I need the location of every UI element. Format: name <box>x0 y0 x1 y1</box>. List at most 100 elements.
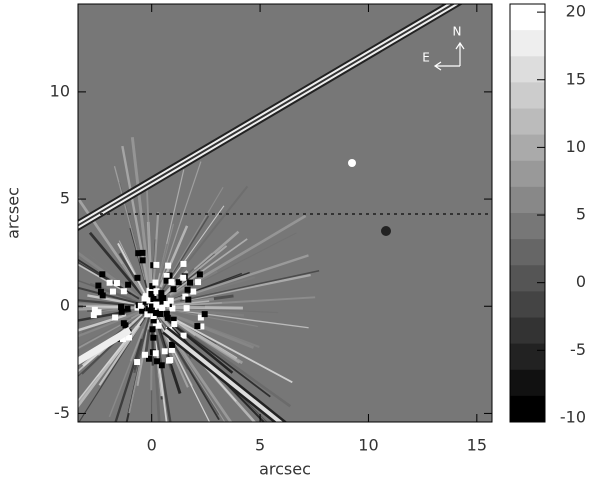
speckle-ray <box>121 145 151 291</box>
speckle <box>170 316 177 323</box>
speckle <box>171 321 178 328</box>
speckle <box>194 323 201 330</box>
speckle-ray <box>163 310 260 348</box>
speckle-ray <box>78 195 148 299</box>
speckle-ray <box>118 252 137 280</box>
speckle-ray <box>78 309 132 322</box>
colorbar-tick-label: 5 <box>576 205 586 224</box>
speckle <box>163 310 170 317</box>
speckle-ray <box>117 242 147 296</box>
speckle <box>168 279 175 286</box>
speckle-ray <box>88 231 145 298</box>
colorbar-band <box>510 108 545 136</box>
colorbar-band <box>510 343 545 371</box>
speckle <box>126 334 133 341</box>
x-tick-label: 15 <box>467 436 487 455</box>
plot-frame <box>77 3 493 423</box>
speckle <box>190 288 197 295</box>
speckle <box>95 282 102 289</box>
colorbar-band <box>510 317 545 345</box>
speckle-ray <box>171 317 293 384</box>
speckle <box>119 336 126 343</box>
speckle-ray <box>166 305 243 310</box>
speckle <box>175 279 182 286</box>
speckle-ray <box>162 329 193 387</box>
speckle <box>147 307 154 314</box>
speckle-ray <box>129 328 145 362</box>
speckle <box>150 334 157 341</box>
speckle <box>170 286 177 293</box>
colorbar-band <box>510 160 545 188</box>
speckle-ray <box>155 334 172 422</box>
speckle <box>149 326 156 333</box>
colorbar-tick-label: 15 <box>566 69 586 88</box>
y-tick-label: 0 <box>60 296 70 315</box>
speckle <box>118 304 125 311</box>
speckle <box>106 279 113 286</box>
speckle-ray <box>87 294 135 306</box>
speckle <box>163 272 170 279</box>
speckle <box>169 341 176 348</box>
colorbar-frame <box>509 3 546 423</box>
speckle <box>122 322 129 329</box>
speckle-ray <box>163 185 249 292</box>
compass <box>433 41 465 71</box>
speckle <box>153 301 160 308</box>
speckle <box>184 286 191 293</box>
colorbar-band <box>510 186 545 214</box>
speckle <box>169 305 176 312</box>
speckle-ray <box>78 299 147 308</box>
speckle <box>152 309 159 316</box>
speckle <box>160 295 167 302</box>
speckle-ray <box>164 300 210 307</box>
speckle <box>142 351 149 358</box>
speckle <box>167 297 174 304</box>
speckle-ray <box>78 308 146 338</box>
speckle-ray <box>78 286 146 307</box>
speckle <box>146 287 153 294</box>
speckle <box>168 346 175 353</box>
speckle <box>149 283 156 290</box>
speckle <box>139 307 146 314</box>
speckle-ray <box>78 261 132 295</box>
speckle <box>97 288 104 295</box>
speckle <box>125 281 132 288</box>
speckle <box>157 310 164 317</box>
speckle <box>99 271 106 278</box>
speckle <box>109 288 116 295</box>
speckle <box>164 314 171 321</box>
speckle <box>180 260 187 267</box>
speckle <box>112 314 119 321</box>
colorbar-band <box>510 213 545 240</box>
speckle <box>163 301 170 308</box>
speckle-ray <box>165 186 224 284</box>
colorbar-band <box>510 4 545 31</box>
speckle <box>148 290 155 297</box>
x-tick-label: 0 <box>147 436 157 455</box>
speckle <box>99 292 106 299</box>
speckle <box>165 357 172 364</box>
colorbar-tick-label: 0 <box>576 272 586 291</box>
colorbar-tick-label: 10 <box>566 137 586 156</box>
y-tick-label: -5 <box>54 403 70 422</box>
speckle <box>158 290 165 297</box>
speckle-ray <box>130 137 152 294</box>
speckle <box>137 302 144 309</box>
speckle <box>90 312 97 319</box>
speckle-ray <box>98 324 141 386</box>
speckle-ray <box>167 205 225 285</box>
speckle <box>118 308 125 315</box>
speckle <box>180 332 187 339</box>
colorbar-band <box>510 82 545 109</box>
speckle <box>163 277 170 284</box>
speckle-ray <box>159 243 169 274</box>
speckle-ray <box>176 302 222 307</box>
colorbar-tick-label: 20 <box>566 2 586 21</box>
speckle <box>201 311 208 318</box>
x-tick-label: 10 <box>358 436 378 455</box>
colorbar-tick-label: -5 <box>570 340 586 359</box>
speckle <box>91 306 98 313</box>
speckle-ray <box>171 310 258 327</box>
y-tick-label: 5 <box>60 189 70 208</box>
speckle <box>150 317 157 324</box>
